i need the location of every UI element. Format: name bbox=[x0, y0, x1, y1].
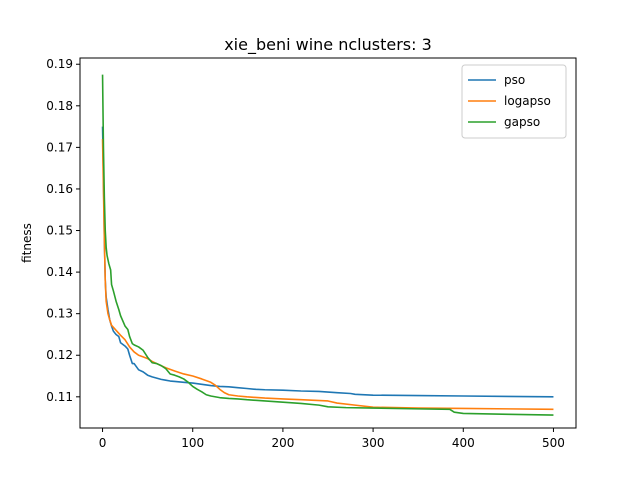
legend-label-logapso: logapso bbox=[504, 94, 551, 108]
series-line-logapso bbox=[101, 139, 554, 411]
x-tick-label: 300 bbox=[362, 436, 385, 450]
y-tick-label: 0.11 bbox=[46, 390, 73, 404]
chart-title: xie_beni wine nclusters: 3 bbox=[224, 35, 432, 55]
y-tick-label: 0.16 bbox=[46, 182, 73, 196]
y-axis: 0.11 0.12 0.13 0.14 0.15 0.16 0.17 0.18 0.19 bbox=[46, 57, 80, 404]
x-tick-label: 100 bbox=[181, 436, 204, 450]
x-tick-label: 500 bbox=[542, 436, 565, 450]
series-line-pso bbox=[101, 126, 554, 398]
y-tick-label: 0.13 bbox=[46, 307, 73, 321]
legend-label-gapso: gapso bbox=[504, 115, 540, 129]
x-axis: 0 100 200 300 400 500 bbox=[99, 428, 565, 450]
x-tick-label: 400 bbox=[452, 436, 475, 450]
legend-box bbox=[461, 64, 567, 139]
y-tick-label: 0.14 bbox=[46, 265, 73, 279]
legend-label-pso: pso bbox=[504, 73, 525, 87]
x-tick-label: 0 bbox=[99, 436, 107, 450]
y-tick-label: 0.15 bbox=[46, 224, 73, 238]
y-tick-label: 0.12 bbox=[46, 348, 73, 362]
series-layer bbox=[101, 74, 554, 416]
plot-frame bbox=[79, 57, 577, 429]
y-tick-label: 0.19 bbox=[46, 57, 73, 71]
legend: pso logapso gapso bbox=[461, 64, 567, 139]
x-tick-label: 200 bbox=[271, 436, 294, 450]
y-tick-label: 0.18 bbox=[46, 99, 73, 113]
series-line-gapso bbox=[101, 74, 554, 416]
y-tick-label: 0.17 bbox=[46, 140, 73, 154]
y-axis-label: fitness bbox=[20, 223, 34, 263]
